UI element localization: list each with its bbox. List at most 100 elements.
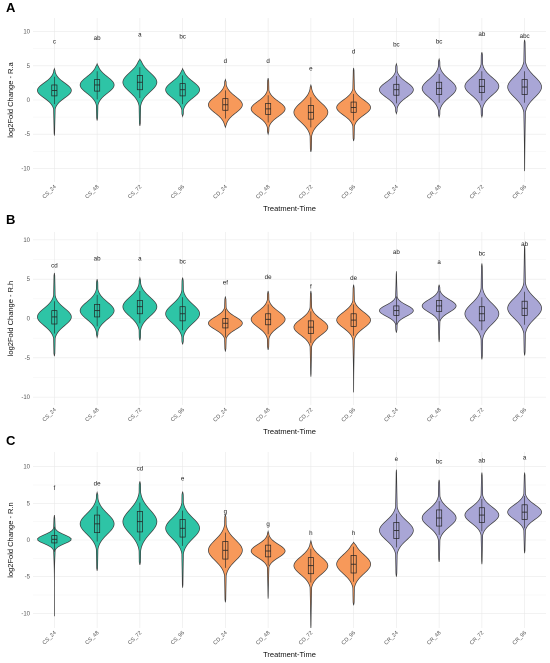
significance-letter: a: [138, 255, 142, 262]
significance-letter: c: [53, 38, 56, 45]
y-tick-label: 5: [27, 501, 31, 507]
x-tick-label: CR_48: [426, 407, 442, 423]
x-tick-label: CS_72: [127, 630, 143, 646]
y-tick-label: -10: [21, 611, 30, 617]
x-tick-label: CS_96: [170, 630, 186, 646]
x-tick-label: CR_72: [469, 630, 485, 646]
violin-cr-96: [507, 39, 542, 172]
significance-letter: ab: [478, 31, 485, 38]
x-tick-label: CS_24: [42, 407, 58, 423]
significance-letter: h: [309, 530, 313, 537]
x-tick-label: CR_24: [383, 630, 399, 646]
x-tick-label: CR_48: [426, 184, 442, 200]
panel-c: C -10 -5 0 5 10 log2Fold Change - R.n f CS_24 de C…: [6, 433, 546, 659]
x-tick-label: CS_48: [84, 630, 100, 646]
x-tick-label: CR_72: [469, 407, 485, 423]
y-tick-label: 0: [27, 317, 31, 323]
x-tick-label: CD_24: [212, 630, 228, 646]
y-axis-title: log2Fold Change - R.a: [6, 61, 15, 137]
violin-cd-72: [293, 539, 329, 629]
significance-letter: g: [224, 509, 228, 516]
x-tick-label: CR_96: [512, 630, 528, 646]
significance-letter: de: [350, 275, 357, 282]
x-tick-label: CD_72: [298, 184, 314, 200]
significance-letter: a: [523, 454, 527, 461]
violin-cd-96: [336, 284, 371, 393]
panel-letter: C: [6, 433, 16, 448]
significance-letter: e: [181, 476, 185, 483]
y-tick-label: -10: [21, 395, 30, 401]
significance-letter: abc: [520, 33, 530, 40]
x-tick-label: CD_96: [341, 407, 357, 423]
significance-letter: ab: [478, 457, 485, 464]
x-tick-label: CR_96: [512, 407, 528, 423]
x-tick-label: CS_48: [84, 184, 100, 200]
x-tick-label: CD_96: [341, 184, 357, 200]
significance-letter: bc: [436, 459, 443, 466]
panel-a: A -10 -5 0 5 10 log2Fold Change - R.a c CS_24 ab C…: [6, 0, 546, 213]
x-tick-label: CD_24: [212, 407, 228, 423]
y-tick-label: 0: [27, 538, 31, 544]
significance-letter: ab: [94, 35, 101, 42]
significance-letter: f: [54, 485, 56, 492]
x-tick-label: CS_72: [127, 407, 143, 423]
x-tick-label: CD_72: [298, 407, 314, 423]
significance-letter: e: [395, 456, 399, 463]
x-tick-label: CS_72: [127, 184, 143, 200]
x-tick-label: CS_48: [84, 407, 100, 423]
y-tick-label: 10: [23, 30, 30, 36]
significance-letter: bc: [479, 251, 486, 258]
x-tick-label: CR_24: [383, 407, 399, 423]
significance-letter: ab: [521, 241, 528, 248]
panel-letter: A: [6, 0, 16, 15]
x-tick-label: CS_24: [42, 630, 58, 646]
x-tick-label: CS_96: [170, 184, 186, 200]
y-tick-label: -10: [21, 166, 30, 172]
x-tick-label: CD_48: [255, 407, 271, 423]
significance-letter: ab: [94, 255, 101, 262]
x-tick-label: CD_96: [341, 630, 357, 646]
x-tick-label: CD_48: [255, 184, 271, 200]
x-tick-label: CR_96: [512, 184, 528, 200]
significance-letter: cd: [51, 262, 58, 269]
significance-letter: a: [138, 31, 142, 38]
significance-letter: de: [94, 481, 101, 488]
x-tick-label: CR_24: [383, 184, 399, 200]
significance-letter: cd: [137, 465, 144, 472]
y-axis-title: log2Fold Change - R.h: [6, 281, 15, 356]
panel-letter: B: [6, 212, 15, 227]
x-tick-label: CS_24: [42, 184, 58, 200]
x-tick-label: CD_24: [212, 184, 228, 200]
significance-letter: g: [266, 521, 270, 528]
y-axis-title: log2Fold Change - R.n: [6, 502, 15, 577]
y-tick-label: 5: [27, 277, 31, 283]
significance-letter: bc: [179, 258, 186, 265]
y-tick-label: -5: [25, 356, 31, 362]
significance-letter: d: [266, 58, 270, 65]
significance-letter: bc: [393, 42, 400, 49]
significance-letter: d: [224, 58, 228, 65]
x-tick-label: CD_72: [298, 630, 314, 646]
x-tick-label: CS_96: [170, 407, 186, 423]
significance-letter: h: [352, 530, 356, 537]
x-axis-title: Treatment-Time: [263, 204, 316, 213]
x-tick-label: CR_48: [426, 630, 442, 646]
violin-cs-24: [37, 515, 72, 617]
significance-letter: f: [310, 284, 312, 291]
y-tick-label: -5: [25, 132, 31, 138]
significance-letter: ab: [393, 249, 400, 256]
x-tick-label: CD_48: [255, 630, 271, 646]
y-tick-label: 0: [27, 98, 31, 104]
y-tick-label: 5: [27, 64, 31, 70]
x-axis-title: Treatment-Time: [263, 650, 316, 659]
significance-letter: de: [265, 274, 272, 281]
x-axis-title: Treatment-Time: [263, 427, 316, 436]
significance-letter: e: [309, 66, 313, 73]
significance-letter: ef: [223, 280, 228, 287]
significance-letter: bc: [179, 34, 186, 41]
significance-letter: d: [352, 49, 356, 56]
significance-letter: bc: [436, 38, 443, 45]
y-tick-label: 10: [23, 465, 30, 471]
